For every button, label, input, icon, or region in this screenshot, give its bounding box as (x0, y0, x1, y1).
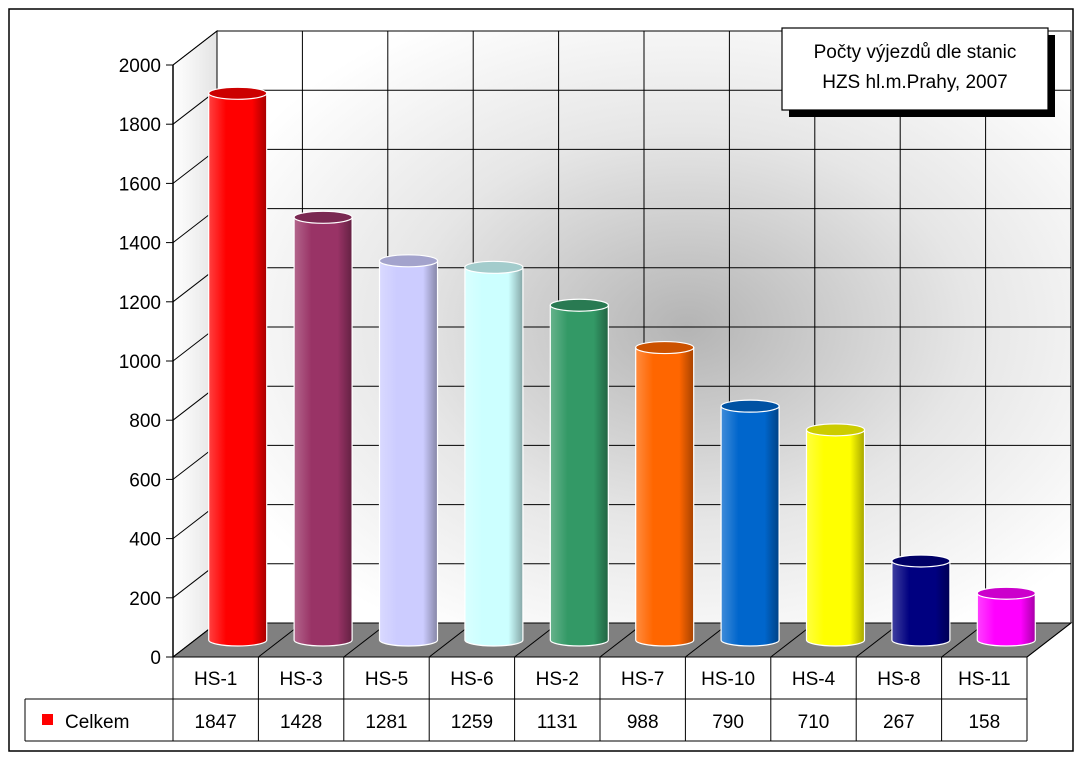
y-tick-label: 1400 (119, 234, 161, 255)
bar-body (293, 216, 353, 647)
data-label: 1847 (195, 712, 237, 733)
y-tick-label: 600 (129, 470, 161, 491)
data-label: 267 (883, 712, 915, 733)
chart-title: Počty výjezdů dle stanic HZS hl.m.Prahy, … (781, 27, 1055, 117)
title-line: HZS hl.m.Prahy, 2007 (822, 72, 1008, 93)
data-label: 710 (798, 712, 830, 733)
x-tick-label: HS-5 (365, 669, 408, 690)
x-tick-label: HS-8 (877, 669, 920, 690)
bar-HS-10 (720, 399, 780, 647)
y-tick-label: 800 (129, 411, 161, 432)
bar-top (378, 254, 439, 268)
bar-HS-7 (635, 340, 695, 647)
bar-top (208, 86, 268, 100)
y-tick-label: 0 (150, 648, 161, 669)
y-tick-label: 200 (129, 589, 161, 610)
x-tick-label: HS-4 (792, 669, 836, 690)
bar-top (293, 210, 353, 224)
bar-body (635, 346, 695, 647)
y-tick-label: 2000 (119, 56, 161, 77)
data-label: 1281 (365, 712, 407, 733)
bar-top (891, 554, 951, 568)
bar-body (549, 304, 609, 647)
y-tick-label: 1200 (119, 293, 161, 314)
data-label: 1428 (280, 712, 322, 733)
bar-HS-5 (378, 254, 439, 647)
bar-HS-11 (976, 586, 1036, 647)
bar-HS-3 (293, 210, 353, 647)
bar-body (720, 405, 780, 647)
bar-top (635, 340, 695, 355)
bars (208, 86, 1036, 647)
bar-body (976, 592, 1036, 647)
bar-HS-6 (464, 260, 524, 647)
bar-body (208, 92, 268, 647)
x-tick-label: HS-10 (701, 669, 755, 690)
x-tick-label: HS-2 (536, 669, 579, 690)
bar-top (464, 260, 524, 274)
data-label: 158 (968, 712, 1000, 733)
bar-HS-1 (208, 86, 268, 647)
y-tick-label: 400 (129, 530, 161, 551)
bar-top (805, 423, 866, 437)
bar-top (720, 399, 780, 413)
x-tick-label: HS-3 (279, 669, 322, 690)
y-tick-label: 1800 (119, 115, 161, 136)
x-tick-label: HS-1 (194, 669, 237, 690)
x-tick-label: HS-11 (958, 669, 1010, 690)
x-tick-label: HS-7 (621, 669, 664, 690)
data-label: 1259 (451, 712, 493, 733)
y-tick-label: 1600 (119, 174, 161, 195)
bar-body (891, 560, 951, 647)
data-label: 1131 (537, 712, 578, 733)
bar-body (464, 266, 524, 647)
title-box (781, 27, 1049, 111)
title-line: Počty výjezdů dle stanic (814, 42, 1017, 63)
bar-HS-8 (891, 554, 951, 647)
y-tick-label: 1000 (119, 352, 161, 373)
x-tick-label: HS-6 (450, 669, 493, 690)
legend-label: Celkem (65, 712, 129, 733)
bar-body (805, 429, 866, 647)
data-label: 988 (627, 712, 659, 733)
gridline-side (172, 30, 218, 66)
legend-swatch (42, 714, 53, 725)
bar-HS-2 (549, 298, 609, 647)
bar-top (976, 586, 1036, 600)
data-table: HS-1 HS-3 HS-5 HS-6 HS-2 HS-7 HS-10 HS-4 HS-8 HS-… (24, 656, 1028, 742)
bar-top (549, 298, 609, 312)
floor-gridline (1026, 622, 1072, 658)
data-label: 790 (712, 712, 744, 733)
bar-HS-4 (805, 423, 866, 647)
bar-body (378, 260, 439, 647)
